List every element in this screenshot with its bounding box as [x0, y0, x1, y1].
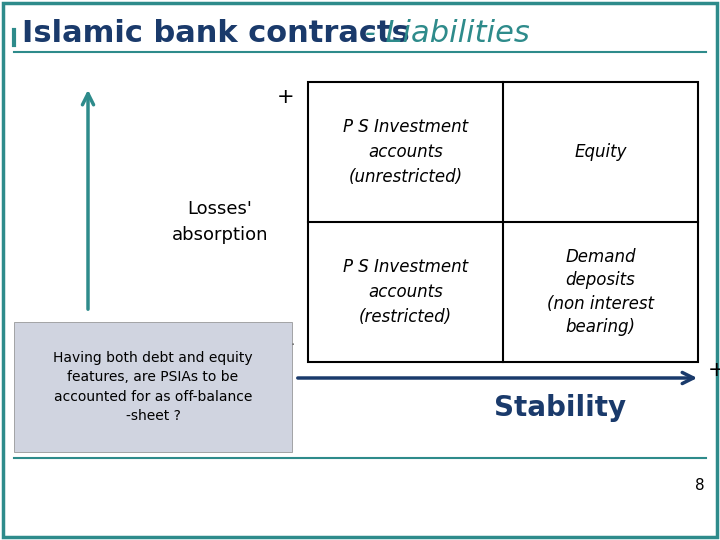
- Text: Having both debt and equity
features, are PSIAs to be
accounted for as off-balan: Having both debt and equity features, ar…: [53, 351, 253, 423]
- Text: +: +: [708, 360, 720, 380]
- Bar: [14, 322, 292, 452]
- Text: Islamic bank contracts: Islamic bank contracts: [22, 19, 410, 49]
- Text: Stability: Stability: [494, 394, 626, 422]
- Text: 8: 8: [696, 477, 705, 492]
- Text: P S Investment
accounts
(unrestricted): P S Investment accounts (unrestricted): [343, 118, 468, 186]
- Text: +: +: [276, 87, 294, 107]
- Text: Losses'
absorption: Losses' absorption: [172, 200, 269, 244]
- Text: P S Investment
accounts
(restricted): P S Investment accounts (restricted): [343, 258, 468, 326]
- Text: -: -: [279, 360, 287, 380]
- Text: Demand
deposits
(non interest
bearing): Demand deposits (non interest bearing): [547, 248, 654, 336]
- Text: -: -: [287, 334, 294, 354]
- Text: Equity: Equity: [575, 143, 626, 161]
- Bar: [308, 82, 698, 362]
- Text: - Liabilities: - Liabilities: [355, 19, 530, 49]
